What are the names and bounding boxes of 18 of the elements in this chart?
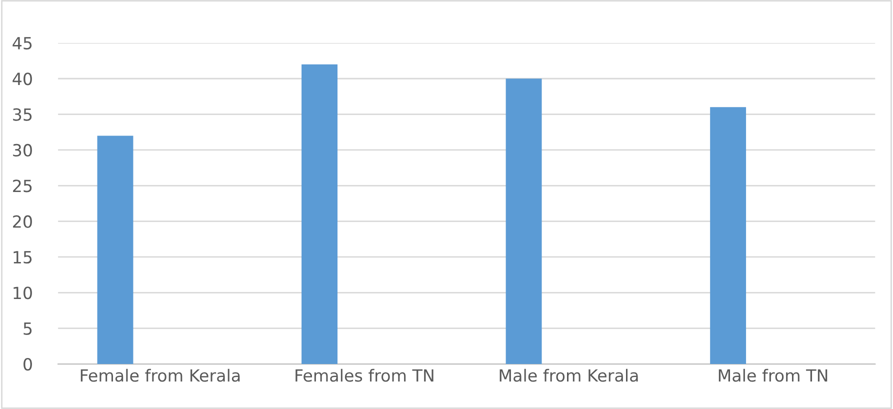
y-tick-label: 0 (24, 358, 32, 371)
x-tick-label: Male from Kerala (500, 368, 638, 382)
y-tick-label: 20 (13, 215, 32, 228)
bar (302, 64, 338, 364)
x-tick-label: Female from Kerala (80, 368, 240, 382)
y-tick-label: 30 (13, 144, 32, 157)
y-tick-label: 40 (12, 72, 32, 86)
x-tick-label: Females from TN (296, 368, 434, 382)
y-tick-label: 10 (14, 286, 32, 300)
bar (710, 107, 746, 364)
y-tick-label: 5 (24, 322, 32, 335)
y-tick-label: 35 (13, 108, 32, 121)
y-tick-label: 25 (13, 180, 32, 192)
y-tick-label: 15 (14, 251, 32, 264)
x-tick-label: Male from TN (718, 368, 828, 382)
bar (506, 78, 542, 364)
y-tick-label: 45 (12, 37, 32, 50)
bar (97, 136, 134, 364)
